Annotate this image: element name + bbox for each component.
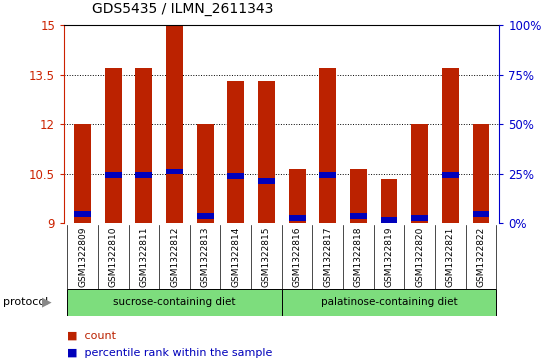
Bar [258,178,275,184]
Bar [166,25,183,223]
Bar [442,68,459,223]
Bar [74,124,91,223]
Text: GSM1322820: GSM1322820 [415,227,424,287]
Bar [381,217,397,223]
Bar [67,289,282,316]
Text: GSM1322821: GSM1322821 [446,227,455,287]
Bar [258,81,275,223]
Bar [288,169,306,223]
Text: GSM1322809: GSM1322809 [78,227,87,287]
Text: GSM1322812: GSM1322812 [170,227,179,287]
Bar [197,124,214,223]
Bar [228,81,244,223]
Bar [319,172,336,178]
Text: GSM1322818: GSM1322818 [354,227,363,287]
Text: GSM1322814: GSM1322814 [232,227,240,287]
Bar [166,168,183,175]
Text: GSM1322813: GSM1322813 [201,227,210,287]
Bar [105,172,122,178]
Text: GSM1322817: GSM1322817 [323,227,332,287]
Bar [350,213,367,219]
Bar [411,124,428,223]
Text: GSM1322811: GSM1322811 [140,227,148,287]
Bar [282,289,497,316]
Bar [228,174,244,179]
Text: sucrose-containing diet: sucrose-containing diet [113,297,236,307]
Text: GSM1322819: GSM1322819 [384,227,393,287]
Bar [105,68,122,223]
Text: GDS5435 / ILMN_2611343: GDS5435 / ILMN_2611343 [92,2,273,16]
Bar [136,68,152,223]
Text: palatinose-containing diet: palatinose-containing diet [321,297,458,307]
Text: GSM1322810: GSM1322810 [109,227,118,287]
Bar [288,215,306,221]
Text: ■  percentile rank within the sample: ■ percentile rank within the sample [67,348,272,358]
Text: protocol: protocol [3,297,48,307]
Bar [136,172,152,178]
Bar [74,211,91,217]
Bar [319,68,336,223]
Bar [197,213,214,219]
Text: GSM1322822: GSM1322822 [477,227,485,287]
Text: ▶: ▶ [41,296,51,309]
Text: ■  count: ■ count [67,331,116,341]
Text: GSM1322816: GSM1322816 [292,227,302,287]
Bar [411,215,428,221]
Bar [473,124,489,223]
Text: GSM1322815: GSM1322815 [262,227,271,287]
Bar [473,211,489,217]
Bar [442,172,459,178]
Bar [381,179,397,223]
Bar [350,169,367,223]
